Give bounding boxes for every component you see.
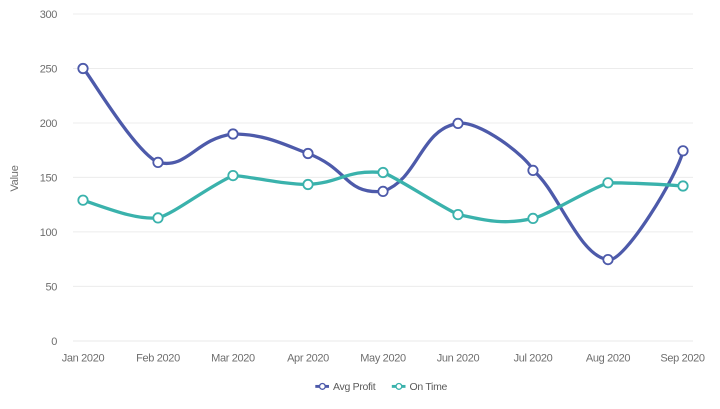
svg-text:250: 250 (40, 64, 58, 76)
svg-text:300: 300 (40, 9, 58, 21)
svg-text:200: 200 (40, 118, 58, 130)
svg-text:Aug 2020: Aug 2020 (586, 353, 631, 365)
svg-text:150: 150 (40, 172, 58, 184)
svg-text:0: 0 (51, 336, 57, 348)
svg-text:Avg Profit: Avg Profit (333, 381, 376, 393)
svg-text:Sep 2020: Sep 2020 (660, 353, 705, 365)
svg-text:Value: Value (9, 165, 21, 191)
svg-text:Jul 2020: Jul 2020 (514, 353, 553, 365)
svg-text:Feb 2020: Feb 2020 (136, 353, 180, 365)
svg-text:On Time: On Time (410, 381, 448, 393)
svg-text:May 2020: May 2020 (360, 353, 406, 365)
svg-text:Jun 2020: Jun 2020 (437, 353, 480, 365)
svg-text:Jan 2020: Jan 2020 (62, 353, 105, 365)
svg-text:100: 100 (40, 227, 58, 239)
svg-text:Apr 2020: Apr 2020 (287, 353, 329, 365)
svg-text:Mar 2020: Mar 2020 (211, 353, 255, 365)
svg-text:50: 50 (45, 281, 57, 293)
